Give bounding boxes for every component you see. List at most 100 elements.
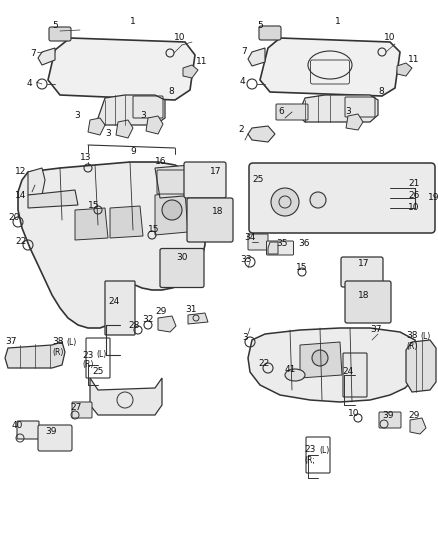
- Text: 27: 27: [70, 403, 81, 413]
- Text: (L): (L): [420, 332, 430, 341]
- Text: 7: 7: [30, 49, 36, 58]
- FancyBboxPatch shape: [276, 104, 308, 120]
- Text: 18: 18: [358, 292, 370, 301]
- Text: (L): (L): [66, 337, 76, 346]
- Text: 33: 33: [240, 255, 251, 264]
- Text: 17: 17: [210, 167, 222, 176]
- Circle shape: [162, 200, 182, 220]
- Polygon shape: [116, 120, 133, 138]
- Text: 11: 11: [408, 55, 420, 64]
- Polygon shape: [155, 192, 188, 235]
- Text: (R): (R): [406, 342, 417, 351]
- Text: 9: 9: [130, 148, 136, 157]
- Text: 26: 26: [408, 191, 419, 200]
- Polygon shape: [75, 208, 108, 240]
- Polygon shape: [98, 95, 165, 125]
- FancyBboxPatch shape: [72, 402, 92, 418]
- Polygon shape: [188, 313, 208, 324]
- Polygon shape: [410, 418, 426, 434]
- Text: 38: 38: [406, 332, 417, 341]
- Text: 2: 2: [238, 125, 244, 134]
- Text: 15: 15: [296, 263, 307, 272]
- FancyBboxPatch shape: [379, 412, 401, 428]
- Text: 37: 37: [5, 337, 17, 346]
- Circle shape: [312, 350, 328, 366]
- FancyBboxPatch shape: [249, 163, 435, 233]
- Polygon shape: [406, 340, 436, 392]
- Text: 29: 29: [155, 308, 166, 317]
- FancyBboxPatch shape: [266, 241, 293, 255]
- Text: 32: 32: [142, 316, 153, 325]
- Text: 21: 21: [408, 180, 419, 189]
- FancyBboxPatch shape: [184, 162, 226, 198]
- Text: 10: 10: [174, 34, 186, 43]
- Text: 35: 35: [276, 239, 287, 248]
- Text: 4: 4: [240, 77, 246, 86]
- Text: 8: 8: [168, 87, 174, 96]
- Text: 14: 14: [15, 190, 26, 199]
- Text: 10: 10: [384, 34, 396, 43]
- Text: 28: 28: [128, 321, 139, 330]
- Polygon shape: [88, 118, 105, 135]
- Text: 25: 25: [252, 175, 263, 184]
- Text: 3: 3: [140, 110, 146, 119]
- Text: 4: 4: [27, 78, 32, 87]
- Text: 24: 24: [108, 297, 119, 306]
- Text: 34: 34: [244, 233, 255, 243]
- Text: (L): (L): [319, 446, 329, 455]
- Text: 36: 36: [298, 239, 310, 248]
- Polygon shape: [18, 162, 205, 328]
- Text: 22: 22: [15, 238, 26, 246]
- Polygon shape: [158, 316, 176, 332]
- FancyBboxPatch shape: [343, 353, 367, 397]
- Text: 24: 24: [342, 367, 353, 376]
- Polygon shape: [346, 114, 363, 130]
- Text: 3: 3: [74, 111, 80, 120]
- Text: 3: 3: [345, 108, 351, 117]
- Polygon shape: [248, 328, 418, 402]
- Polygon shape: [90, 378, 162, 415]
- Text: 31: 31: [185, 304, 197, 313]
- Text: 3: 3: [105, 128, 111, 138]
- Text: 7: 7: [241, 47, 247, 56]
- Text: 41: 41: [285, 366, 297, 375]
- Ellipse shape: [285, 369, 305, 381]
- Text: 17: 17: [358, 260, 370, 269]
- Polygon shape: [397, 63, 412, 76]
- Text: 25: 25: [92, 367, 103, 376]
- Text: 23: 23: [304, 446, 315, 455]
- Polygon shape: [298, 95, 378, 122]
- Text: 15: 15: [148, 225, 159, 235]
- FancyBboxPatch shape: [259, 26, 281, 40]
- FancyBboxPatch shape: [160, 248, 204, 287]
- Text: 20: 20: [8, 214, 19, 222]
- FancyBboxPatch shape: [38, 425, 72, 451]
- Text: 38: 38: [52, 337, 64, 346]
- Text: 1: 1: [130, 18, 136, 27]
- Polygon shape: [183, 65, 198, 78]
- Text: 22: 22: [258, 359, 269, 367]
- Text: 40: 40: [12, 422, 23, 431]
- Polygon shape: [38, 48, 55, 65]
- Text: 12: 12: [15, 167, 26, 176]
- Text: 8: 8: [378, 87, 384, 96]
- Text: 1: 1: [335, 18, 341, 27]
- Text: 5: 5: [52, 21, 58, 30]
- Polygon shape: [260, 38, 400, 96]
- Text: 30: 30: [176, 254, 187, 262]
- FancyBboxPatch shape: [105, 281, 135, 335]
- Text: 29: 29: [408, 411, 419, 421]
- Text: 13: 13: [80, 154, 92, 163]
- FancyBboxPatch shape: [49, 27, 71, 41]
- Polygon shape: [300, 342, 342, 378]
- Polygon shape: [5, 342, 65, 368]
- Text: 6: 6: [278, 108, 284, 117]
- Text: (R): (R): [82, 360, 93, 369]
- Polygon shape: [155, 165, 195, 198]
- Polygon shape: [28, 168, 45, 195]
- Circle shape: [310, 192, 326, 208]
- Circle shape: [271, 188, 299, 216]
- FancyBboxPatch shape: [345, 281, 391, 323]
- Polygon shape: [268, 242, 278, 254]
- Text: 10: 10: [348, 409, 360, 418]
